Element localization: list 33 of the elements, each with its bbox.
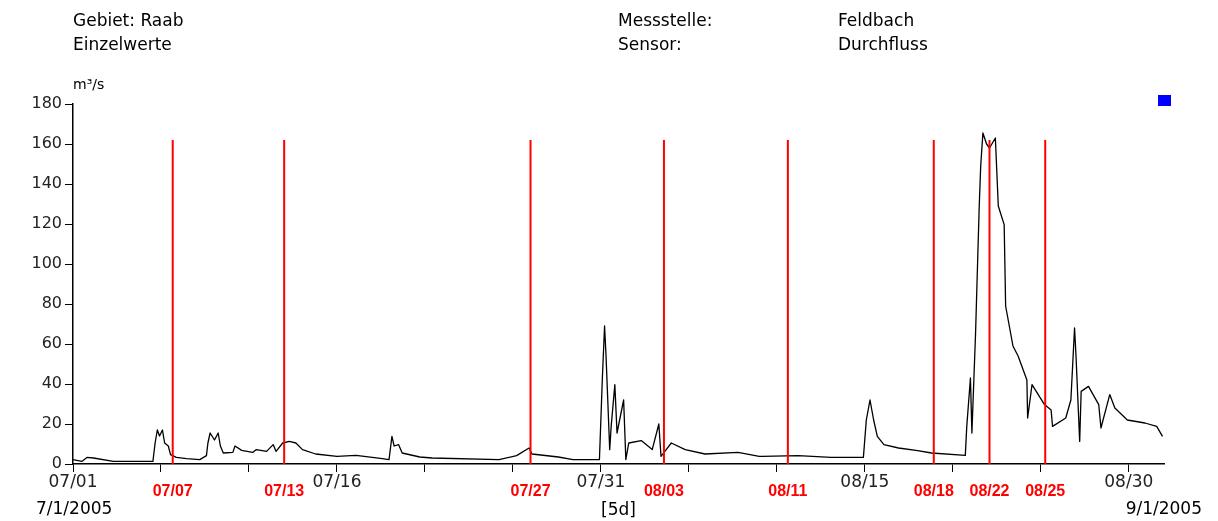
x-tick-label: 07/01 [48, 470, 98, 491]
y-tick-label: 40 [41, 373, 62, 393]
text: Durchfluss [838, 33, 928, 56]
x-tick-label: 08/15 [840, 470, 890, 491]
y-tick-label: 100 [31, 253, 62, 273]
x-tick-label: 08/30 [1104, 470, 1154, 491]
y-axis-title: m³/s [73, 75, 105, 92]
y-tick-label: 0 [51, 453, 62, 473]
ref-line-label: 08/22 [969, 482, 1010, 500]
y-tick-label: 20 [41, 413, 62, 433]
text: Messstelle: [618, 9, 713, 32]
y-tick-label: 140 [31, 173, 62, 193]
ref-line-label: 08/03 [643, 482, 685, 500]
y-tick-label: 160 [31, 133, 62, 153]
y-tick-label: 120 [31, 213, 62, 233]
ref-line-label: 08/18 [913, 482, 954, 500]
x-axis-title: [5d] [601, 498, 636, 519]
ref-line-label: 07/13 [264, 482, 305, 500]
x-tick-label: 07/31 [576, 470, 626, 491]
ref-line-label: 08/11 [768, 482, 808, 500]
text: 9/1/2005 [1125, 497, 1202, 520]
chart-title: Gebiet: Raab [73, 9, 184, 32]
text: Feldbach [838, 9, 915, 32]
text: Sensor: [618, 33, 682, 56]
ref-line-label: 07/07 [152, 482, 193, 500]
ref-line-label: 08/25 [1025, 482, 1066, 500]
x-tick-label: 07/16 [312, 470, 362, 491]
text: 7/1/2005 [36, 497, 113, 520]
chart-subtitle: Einzelwerte [73, 33, 172, 56]
y-tick-label: 60 [41, 333, 62, 353]
ref-line-label: 07/27 [510, 482, 551, 500]
y-tick-label: 180 [31, 93, 62, 113]
y-tick-label: 80 [41, 293, 62, 313]
